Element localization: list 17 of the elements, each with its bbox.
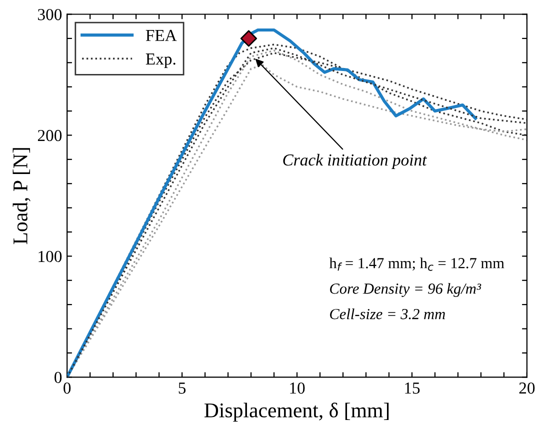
x-tick-label: 10: [290, 382, 305, 394]
y-tick-label: 300: [38, 8, 62, 20]
x-tick-label: 5: [178, 382, 186, 394]
y-tick-label: 200: [38, 130, 62, 142]
x-tick-label: 0: [64, 382, 71, 394]
y-tick-label: 0: [54, 372, 62, 384]
x-axis-title: Displacement, δ [mm]: [204, 402, 389, 422]
annotation: h$_{f}$ = 1.47 mm; h$_{c}$ = 12.7 mm: [329, 258, 504, 271]
annotation: Cell-size = 3.2 mm: [330, 308, 445, 320]
annotation: Core Density = 96 kg/m³: [330, 283, 482, 297]
legend-label: FEA: [146, 30, 177, 41]
x-tick-label: 15: [405, 382, 420, 394]
y-axis-title: Load, P [N]: [12, 148, 30, 244]
legend-label: Exp.: [146, 54, 176, 68]
y-tick-label: 100: [38, 250, 62, 262]
annotation: Crack initiation point: [283, 154, 428, 170]
x-tick-label: 20: [519, 382, 535, 394]
